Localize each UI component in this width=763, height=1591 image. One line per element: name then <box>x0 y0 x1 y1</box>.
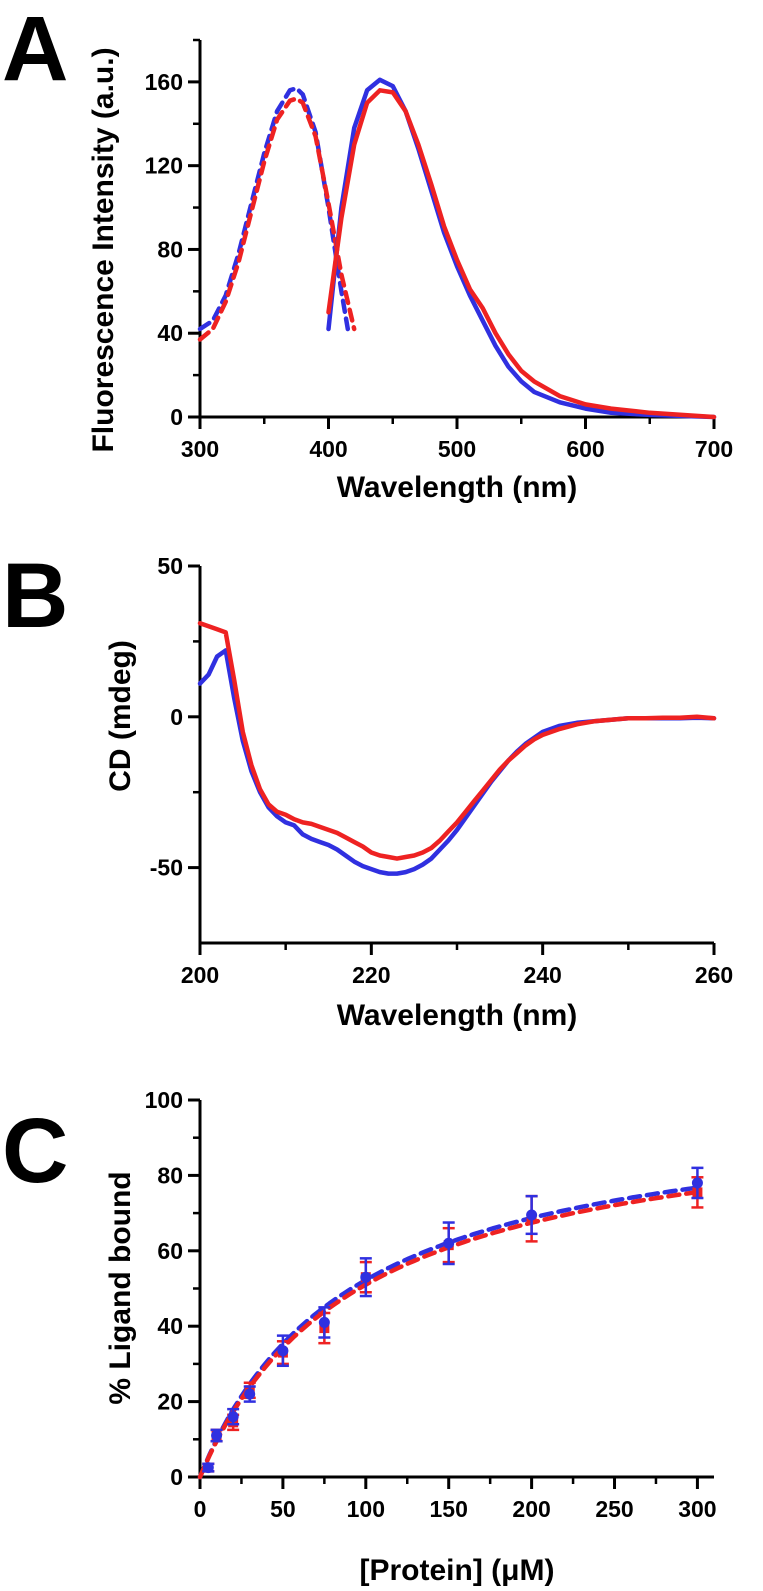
data-point-blue <box>227 1411 239 1423</box>
series-line-emission-red <box>326 88 717 420</box>
y-tick-label: 40 <box>157 320 183 346</box>
x-axis-title: [Protein] (μM) <box>360 1554 555 1587</box>
data-point-blue <box>202 1462 214 1474</box>
series-line-excitation-red <box>197 96 357 342</box>
series-line-excitation-blue <box>197 85 351 332</box>
x-tick-label: 220 <box>352 962 390 988</box>
y-axis-title: % Ligand bound <box>104 1171 137 1404</box>
data-point-blue <box>318 1316 330 1328</box>
x-tick-label: 50 <box>270 1496 296 1522</box>
x-tick-label: 150 <box>430 1496 468 1522</box>
series-line-emission-blue <box>326 77 717 420</box>
y-tick-label: -50 <box>150 855 183 881</box>
x-axis-title: Wavelength (nm) <box>337 471 578 504</box>
x-tick-label: 300 <box>678 1496 716 1522</box>
y-tick-label: 20 <box>157 1389 183 1415</box>
x-tick-label: 700 <box>695 436 733 462</box>
x-tick-label: 400 <box>309 436 347 462</box>
series-line-blue <box>197 648 717 876</box>
data-point-blue <box>360 1271 372 1283</box>
data-point-blue <box>211 1430 223 1442</box>
panel-letter-b: B <box>2 545 68 647</box>
x-tick-label: 0 <box>194 1496 207 1522</box>
y-tick-label: 0 <box>170 704 183 730</box>
x-tick-label: 500 <box>438 436 476 462</box>
panel-c-plot: 0 50 100 150 200 250 300 0 20 40 60 80 100 [Protein] … <box>104 1087 717 1587</box>
panel-a-plot: 300 400 500 600 700 0 40 80 120 160 Wavelength (nm… <box>87 38 733 504</box>
data-point-blue <box>691 1177 703 1189</box>
panel-letter-a: A <box>2 0 68 100</box>
y-axis-title: CD (mdeg) <box>104 640 137 792</box>
x-tick-label: 200 <box>512 1496 550 1522</box>
y-tick-label: 80 <box>157 236 183 262</box>
y-tick-label: 60 <box>157 1238 183 1264</box>
y-tick-label: 160 <box>145 69 183 95</box>
x-axis-title: Wavelength (nm) <box>337 999 578 1032</box>
data-point-blue <box>443 1237 455 1249</box>
x-tick-label: 600 <box>566 436 604 462</box>
x-tick-label: 300 <box>181 436 219 462</box>
x-tick-label: 240 <box>523 962 561 988</box>
x-tick-label: 260 <box>695 962 733 988</box>
y-tick-label: 40 <box>157 1313 183 1339</box>
x-tick-label: 200 <box>181 962 219 988</box>
data-point-blue <box>277 1345 289 1357</box>
x-tick-label: 100 <box>347 1496 385 1522</box>
y-tick-label: 120 <box>145 153 183 179</box>
y-axis-title: Fluorescence Intensity (a.u.) <box>87 47 120 452</box>
x-tick-label: 250 <box>595 1496 633 1522</box>
data-point-blue <box>244 1388 256 1400</box>
y-tick-label: 0 <box>170 404 183 430</box>
y-tick-label: 80 <box>157 1162 183 1188</box>
y-tick-label: 100 <box>145 1087 183 1113</box>
panel-letter-c: C <box>2 1100 68 1202</box>
panel-b-plot: 200 220 240 260 -50 0 50 Wavelength (nm) CD (mde… <box>104 553 733 1032</box>
series-line-red <box>197 621 717 861</box>
y-tick-label: 0 <box>170 1464 183 1490</box>
data-point-blue <box>526 1209 538 1221</box>
y-tick-label: 50 <box>157 553 183 579</box>
